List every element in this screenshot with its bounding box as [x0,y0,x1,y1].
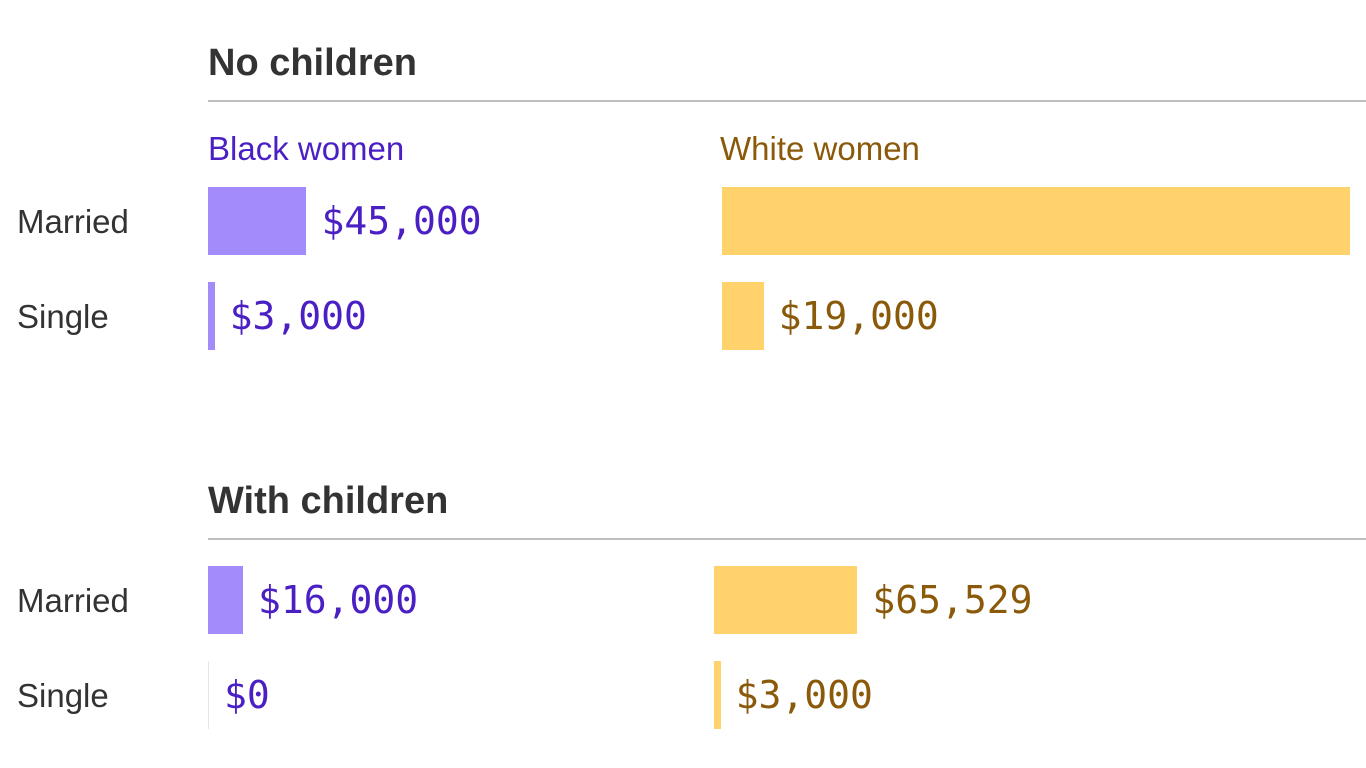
bar-white-women-married [722,187,1350,255]
section-title-no-children: No children [208,42,418,84]
value-label: $3,000 [735,673,873,717]
bar-white-women-single [714,661,721,729]
bar-black-women-married [208,566,243,634]
value-label: $65,529 [872,578,1033,622]
value-label: $0 [224,673,270,717]
row-label-married: Married [17,203,129,240]
bar-white-women-single [722,282,764,350]
series-label-black-women: Black women [208,130,405,167]
section-divider [208,100,1366,102]
row-label-married: Married [17,582,129,619]
value-label: $3,000 [229,294,367,338]
bar-black-women-single [208,282,215,350]
series-label-white-women: White women [720,130,920,167]
value-label: $16,000 [258,578,419,622]
section-title-with-children: With children [208,480,449,522]
value-label: $45,000 [321,199,482,243]
bar-white-women-married [714,566,858,634]
section-divider [208,538,1366,540]
value-label: $19,000 [778,294,939,338]
row-label-single: Single [17,677,109,714]
bar-black-women-married [208,187,307,255]
row-label-single: Single [17,298,109,335]
bar-black-women-single [208,661,209,729]
